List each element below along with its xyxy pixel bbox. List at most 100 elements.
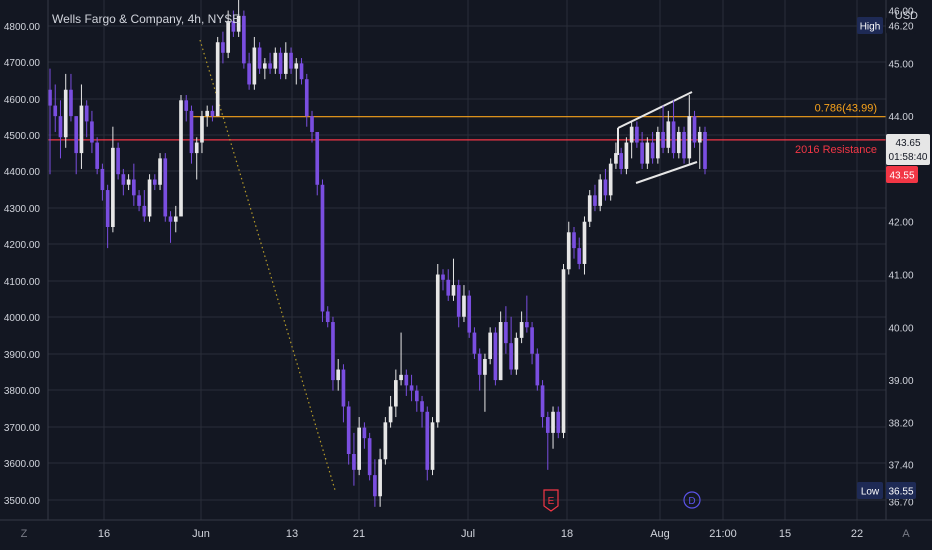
candle-body	[242, 15, 246, 64]
wedge-lower-line[interactable]	[635, 161, 698, 184]
level-label: 2016 Resistance	[795, 144, 877, 156]
candle-body	[540, 385, 545, 418]
candle-body	[58, 116, 63, 138]
candle-body	[614, 153, 618, 164]
candle-body	[383, 422, 388, 460]
x-axis-tick-label: 16	[98, 528, 110, 540]
candle-body	[661, 131, 665, 148]
candle-body	[325, 311, 330, 323]
candle-body	[608, 163, 613, 196]
candle-body	[48, 89, 52, 106]
candle-body	[572, 232, 576, 249]
candle-body	[587, 195, 592, 222]
candle-body	[74, 116, 79, 154]
candle-body	[84, 105, 89, 122]
candle-body	[519, 322, 524, 338]
candle-body	[624, 142, 629, 169]
candle-body	[577, 248, 582, 264]
candle-body	[388, 406, 393, 423]
candle-body	[462, 295, 466, 317]
candle-body	[179, 100, 183, 217]
candle-body	[629, 126, 634, 143]
candle-body	[236, 15, 241, 32]
left-axis-tick-label: 4100.00	[4, 277, 41, 288]
candle-body	[640, 142, 644, 164]
candle-body	[320, 184, 325, 312]
candle-body	[551, 411, 555, 433]
high-value: 46.20	[888, 22, 913, 33]
candle-body	[650, 142, 655, 159]
corner-label-z[interactable]: Z	[21, 528, 28, 540]
candle-body	[409, 385, 414, 391]
right-axis-tick-label: 45.00	[888, 59, 913, 70]
candle-body	[666, 121, 671, 148]
candle-body	[126, 179, 131, 185]
candle-body	[477, 353, 482, 375]
candle-body	[252, 47, 257, 85]
candle-body	[152, 179, 157, 185]
level-label: 0.786(43.99)	[815, 103, 877, 115]
candle-body	[378, 459, 382, 497]
candle-body	[221, 42, 225, 53]
candle-body	[226, 21, 230, 53]
candle-body	[205, 110, 210, 117]
earnings-marker[interactable]	[543, 489, 559, 512]
candle-body	[200, 116, 204, 143]
left-axis-tick-label: 4200.00	[4, 240, 41, 251]
left-axis-tick-label: 4800.00	[4, 22, 41, 33]
right-axis-tick-label: 38.20	[888, 418, 913, 429]
left-axis-tick-label: 3900.00	[4, 350, 41, 361]
high-value-bg	[886, 17, 916, 34]
high-label-bg	[857, 17, 883, 34]
candle-body	[504, 322, 508, 344]
last-price-value: 43.65	[895, 138, 920, 149]
candle-body	[147, 179, 152, 217]
candle-body	[257, 47, 262, 69]
candle-body	[189, 110, 194, 154]
trend-line[interactable]	[199, 39, 336, 491]
left-axis-tick-label: 3600.00	[4, 459, 41, 470]
x-axis-tick-label: 22	[851, 528, 863, 540]
candle-body	[231, 21, 236, 32]
candle-body	[697, 131, 702, 143]
candle-body	[247, 63, 251, 85]
candle-body	[441, 274, 445, 280]
candle-body	[420, 401, 424, 412]
candle-body	[278, 52, 283, 74]
candle-body	[268, 63, 272, 69]
right-axis-tick-label: 41.00	[888, 271, 913, 282]
candle-body	[315, 131, 320, 185]
candle-body	[493, 332, 498, 381]
candle-body	[263, 63, 267, 69]
candle-body	[283, 52, 288, 74]
candle-body	[692, 116, 697, 143]
corner-label-a[interactable]: A	[902, 528, 910, 540]
candle-body	[121, 174, 126, 185]
x-axis-tick-label: Jun	[192, 528, 210, 540]
candle-body	[566, 232, 571, 270]
candle-body	[598, 179, 603, 206]
candle-body	[373, 475, 377, 497]
event-letter: D	[688, 496, 695, 507]
candle-body	[535, 353, 540, 386]
low-value-bg	[886, 482, 916, 499]
candle-body	[394, 380, 398, 407]
candle-body	[357, 427, 361, 470]
x-axis-tick-label: Jul	[461, 528, 475, 540]
candle-body	[619, 153, 623, 169]
candle-body	[142, 205, 147, 217]
candle-body	[556, 411, 561, 433]
candle-body	[488, 332, 492, 359]
low-label: Low	[861, 487, 880, 498]
chart-title: Wells Fargo & Company, 4h, NYSE	[52, 12, 241, 26]
dividend-marker[interactable]	[683, 491, 701, 509]
left-axis-tick-label: 3500.00	[4, 496, 41, 507]
candle-body	[105, 190, 110, 228]
candle-body	[173, 216, 178, 222]
wedge-upper-line[interactable]	[617, 91, 693, 129]
left-axis-tick-label: 4000.00	[4, 313, 41, 324]
candle-body	[545, 417, 550, 433]
candle-body	[79, 105, 84, 154]
